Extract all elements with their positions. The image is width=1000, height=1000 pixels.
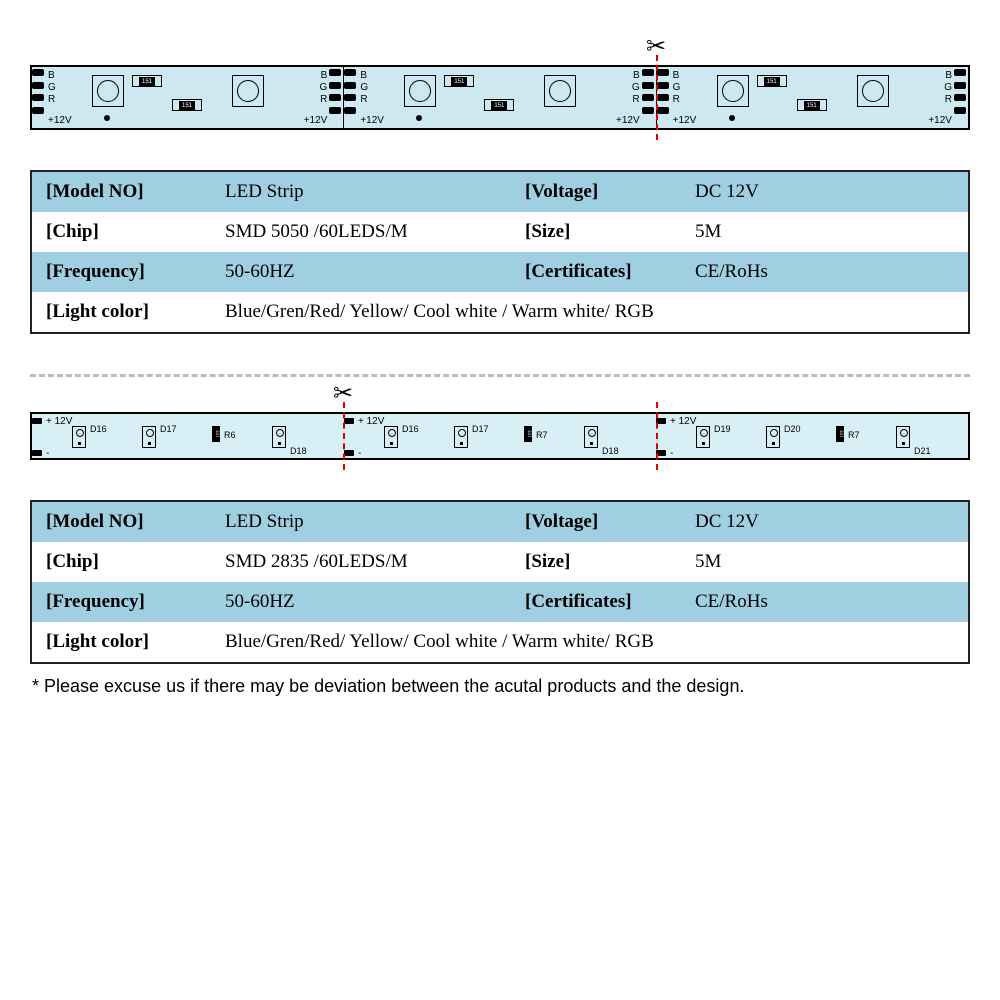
table-row: [Model NO]LED Strip[Voltage]DC 12V bbox=[31, 501, 969, 542]
strip-segment: BGR+12VBGR+12V151151 bbox=[657, 67, 968, 128]
cut-line bbox=[343, 402, 345, 470]
table-row: [Light color]Blue/Gren/Red/ Yellow/ Cool… bbox=[31, 292, 969, 333]
table-row: [Frequency]50-60HZ[Certificates]CE/RoHs bbox=[31, 582, 969, 622]
scissors-icon: ✂ bbox=[333, 379, 353, 408]
footnote-text: * Please excuse us if there may be devia… bbox=[30, 676, 970, 697]
strip-segment: + 12V-D16D17D18331R6 bbox=[32, 414, 344, 458]
cut-line bbox=[656, 55, 658, 140]
spec-table-2835: [Model NO]LED Strip[Voltage]DC 12V[Chip]… bbox=[30, 500, 970, 664]
strip-segment: BGR+12VBGR+12V151151 bbox=[32, 67, 344, 128]
strip-segment: BGR+12VBGR+12V151151 bbox=[344, 67, 656, 128]
strip-segment: + 12V-D19D20D21331R7 bbox=[656, 414, 968, 458]
spec-table-5050: [Model NO]LED Strip[Voltage]DC 12V[Chip]… bbox=[30, 170, 970, 334]
led-strip-2835: ✂ + 12V-D16D17D18331R6+ 12V-D16D17D18331… bbox=[30, 412, 970, 460]
table-row: [Model NO]LED Strip[Voltage]DC 12V bbox=[31, 171, 969, 212]
scissors-icon: ✂ bbox=[646, 32, 666, 61]
cut-line bbox=[656, 402, 658, 470]
table-row: [Chip]SMD 5050 /60LEDS/M[Size]5M bbox=[31, 212, 969, 252]
strip-segment: + 12V-D16D17D18331R7 bbox=[344, 414, 656, 458]
table-row: [Frequency]50-60HZ[Certificates]CE/RoHs bbox=[31, 252, 969, 292]
table-row: [Light color]Blue/Gren/Red/ Yellow/ Cool… bbox=[31, 622, 969, 663]
section-divider bbox=[30, 374, 970, 377]
table-row: [Chip]SMD 2835 /60LEDS/M[Size]5M bbox=[31, 542, 969, 582]
led-strip-5050: ✂ BGR+12VBGR+12V151151BGR+12VBGR+12V1511… bbox=[30, 65, 970, 130]
